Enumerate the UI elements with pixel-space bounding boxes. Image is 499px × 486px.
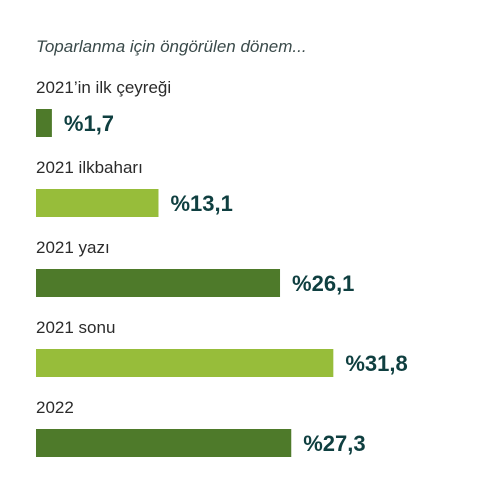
bar <box>36 349 334 377</box>
category-label: 2021’in ilk çeyreği <box>36 78 171 97</box>
bar <box>36 269 281 297</box>
bar <box>36 189 159 217</box>
bar <box>36 429 292 457</box>
category-label: 2021 sonu <box>36 318 115 337</box>
value-label: %26,1 <box>292 271 354 296</box>
category-label: 2021 yazı <box>36 238 110 257</box>
chart-subtitle: Toparlanma için öngörülen dönem... <box>36 37 307 56</box>
category-label: 2021 ilkbaharı <box>36 158 143 177</box>
value-label: %1,7 <box>64 111 114 136</box>
category-label: 2022 <box>36 398 74 417</box>
value-label: %27,3 <box>303 431 365 456</box>
value-label: %13,1 <box>170 191 232 216</box>
value-label: %31,8 <box>345 351 407 376</box>
bar <box>36 109 52 137</box>
